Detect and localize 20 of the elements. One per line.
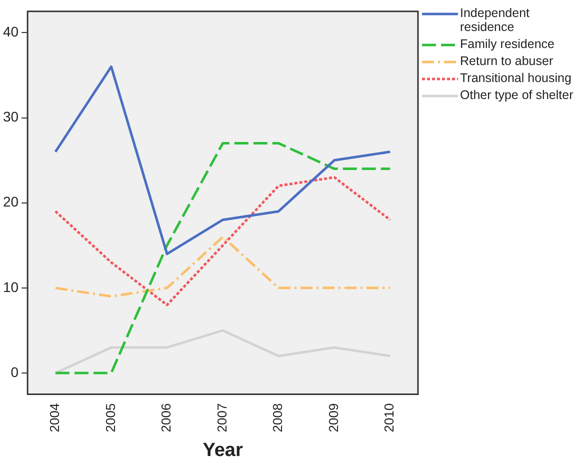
y-tick-label: 40: [2, 24, 19, 40]
x-tick-label: 2006: [158, 403, 174, 432]
legend-label: Transitional housing: [460, 71, 572, 85]
x-axis-title: Year: [202, 440, 244, 461]
legend-label: Family residence: [460, 37, 554, 51]
y-tick-label: 0: [10, 364, 19, 380]
x-tick-label: 2010: [382, 403, 397, 432]
legend-label: Return to abuser: [460, 54, 554, 68]
x-tick-label: 2008: [270, 403, 286, 432]
x-tick-label: 2007: [214, 403, 230, 432]
legend-label: Independent residence: [460, 6, 531, 34]
y-tick-label: 30: [2, 108, 19, 125]
y-tick-label: 10: [2, 278, 19, 295]
line-series: [54, 176, 392, 306]
legend-label: Other type of shelter: [460, 88, 574, 102]
x-tick-label: 2004: [47, 403, 62, 432]
x-tick-label: 2005: [102, 403, 118, 432]
x-tick-label: 2009: [326, 403, 341, 432]
line-series: [54, 142, 392, 374]
y-tick-label: 20: [2, 194, 19, 210]
